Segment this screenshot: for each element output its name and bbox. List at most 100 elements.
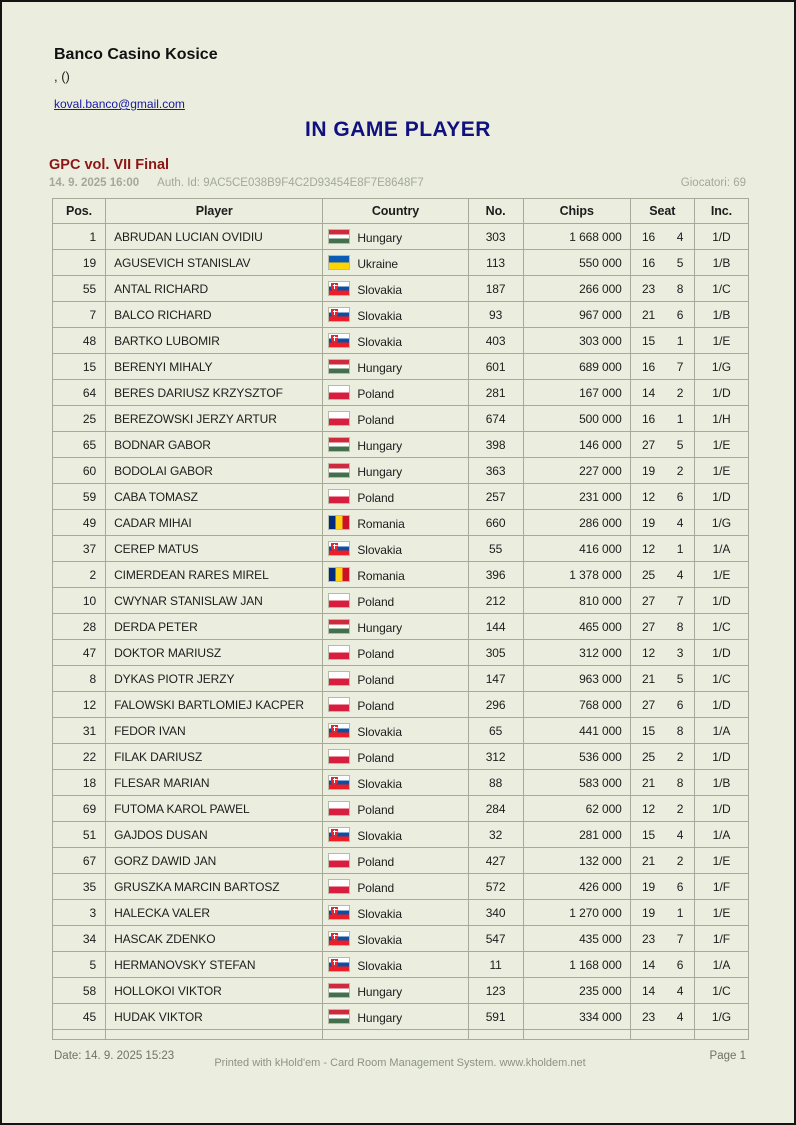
inc-level: 1/D — [693, 691, 750, 718]
player-chips: 426 000 — [522, 873, 631, 900]
slovakia-emblem-icon — [331, 724, 339, 733]
seat-number: 2 — [666, 379, 695, 406]
player-chips: 1 378 000 — [522, 561, 631, 588]
flag-hu-icon — [328, 436, 351, 452]
col-header-inc: Inc. — [693, 198, 750, 224]
country-label: Slovakia — [357, 776, 402, 791]
flag-hu-icon — [328, 228, 351, 244]
flag-pl-icon — [328, 410, 351, 426]
player-number: 296 — [467, 691, 524, 718]
flag-pl-icon — [328, 852, 351, 868]
country-label: Poland — [357, 646, 395, 661]
inc-level: 1/B — [693, 769, 750, 796]
player-name: BARTKO LUBOMIR — [105, 327, 324, 354]
country-label: Hungary — [357, 438, 403, 453]
table-row: 12 FALOWSKI BARTLOMIEJ KACPER Poland 296 768… — [51, 691, 750, 718]
player-number: 65 — [467, 717, 524, 744]
player-chips: 1 168 000 — [522, 951, 631, 978]
player-chips: 465 000 — [522, 613, 631, 640]
player-position: 55 — [51, 275, 107, 302]
player-chips: 435 000 — [522, 925, 631, 952]
player-name: CWYNAR STANISLAW JAN — [105, 587, 324, 614]
player-number: 147 — [467, 665, 524, 692]
table-row: 45 HUDAK VIKTOR Hungary 591 334 000 23 4 1/G — [51, 1003, 750, 1030]
inc-level: 1/C — [693, 977, 750, 1004]
player-chips: 583 000 — [522, 769, 631, 796]
player-position: 22 — [51, 743, 107, 770]
flag-ro-icon — [328, 566, 351, 582]
seat-number: 2 — [666, 457, 695, 484]
flag-sk-icon — [328, 306, 351, 322]
seat-number: 4 — [666, 223, 695, 250]
table-row: 34 HASCAK ZDENKO Slovakia 547 435 000 23 7 1/F — [51, 925, 750, 952]
seat-number: 6 — [666, 951, 695, 978]
player-name: GAJDOS DUSAN — [105, 821, 324, 848]
player-position: 2 — [51, 561, 107, 588]
player-number: 403 — [467, 327, 524, 354]
player-country: Poland — [322, 847, 469, 874]
player-chips: 62 000 — [522, 795, 631, 822]
flag-hu-icon — [328, 358, 351, 374]
table-number: 14 — [629, 379, 667, 406]
table-number: 21 — [629, 847, 667, 874]
country-label: Romania — [357, 516, 405, 531]
inc-level: 1/E — [693, 327, 750, 354]
player-position: 47 — [51, 639, 107, 666]
player-chips: 303 000 — [522, 327, 631, 354]
player-position: 69 — [51, 795, 107, 822]
inc-level: 1/A — [693, 717, 750, 744]
player-chips: 334 000 — [522, 1003, 631, 1030]
seat-number: 6 — [666, 483, 695, 510]
player-position: 51 — [51, 821, 107, 848]
flag-sk-icon — [328, 332, 351, 348]
inc-level: 1/C — [693, 275, 750, 302]
player-country: Slovakia — [322, 717, 469, 744]
player-position: 1 — [51, 223, 107, 250]
player-number: 281 — [467, 379, 524, 406]
slovakia-emblem-icon — [331, 776, 339, 785]
player-name: BERES DARIUSZ KRZYSZTOF — [105, 379, 324, 406]
venue-subtitle: , () — [54, 69, 70, 84]
player-number: 55 — [467, 535, 524, 562]
player-country: Poland — [322, 405, 469, 432]
player-country: Poland — [322, 379, 469, 406]
player-number: 305 — [467, 639, 524, 666]
seat-number: 2 — [666, 847, 695, 874]
page-footer: Date: 14. 9. 2025 15:23 Printed with kHo… — [54, 1050, 746, 1069]
table-number: 25 — [629, 561, 667, 588]
country-label: Hungary — [357, 230, 403, 245]
email-link[interactable]: koval.banco@gmail.com — [54, 97, 185, 111]
table-header-row: Pos. Player Country No. Chips Seat Inc. — [51, 198, 750, 224]
player-country: Slovakia — [322, 275, 469, 302]
player-chips: 312 000 — [522, 639, 631, 666]
flag-hu-icon — [328, 462, 351, 478]
table-row: 58 HOLLOKOI VIKTOR Hungary 123 235 000 14 4 1/C — [51, 977, 750, 1004]
inc-level: 1/F — [693, 873, 750, 900]
country-label: Poland — [357, 412, 395, 427]
slovakia-emblem-icon — [331, 334, 339, 343]
seat-number: 1 — [666, 899, 695, 926]
table-number: 21 — [629, 665, 667, 692]
inc-level: 1/G — [693, 353, 750, 380]
seat-number: 4 — [666, 1003, 695, 1030]
country-label: Ukraine — [357, 256, 399, 271]
player-country: Slovakia — [322, 327, 469, 354]
col-header-no: No. — [467, 198, 524, 224]
player-name: HERMANOVSKY STEFAN — [105, 951, 324, 978]
player-name: HUDAK VIKTOR — [105, 1003, 324, 1030]
country-label: Poland — [357, 594, 395, 609]
player-chips: 266 000 — [522, 275, 631, 302]
table-row: 67 GORZ DAWID JAN Poland 427 132 000 21 2 1/E — [51, 847, 750, 874]
player-number: 212 — [467, 587, 524, 614]
player-chips: 227 000 — [522, 457, 631, 484]
empty-cell — [467, 1029, 524, 1040]
inc-level: 1/D — [693, 743, 750, 770]
player-number: 427 — [467, 847, 524, 874]
player-name: GORZ DAWID JAN — [105, 847, 324, 874]
flag-sk-icon — [328, 280, 351, 296]
empty-cell — [629, 1029, 667, 1040]
player-number: 187 — [467, 275, 524, 302]
empty-cell — [51, 1029, 107, 1040]
player-chips: 967 000 — [522, 301, 631, 328]
